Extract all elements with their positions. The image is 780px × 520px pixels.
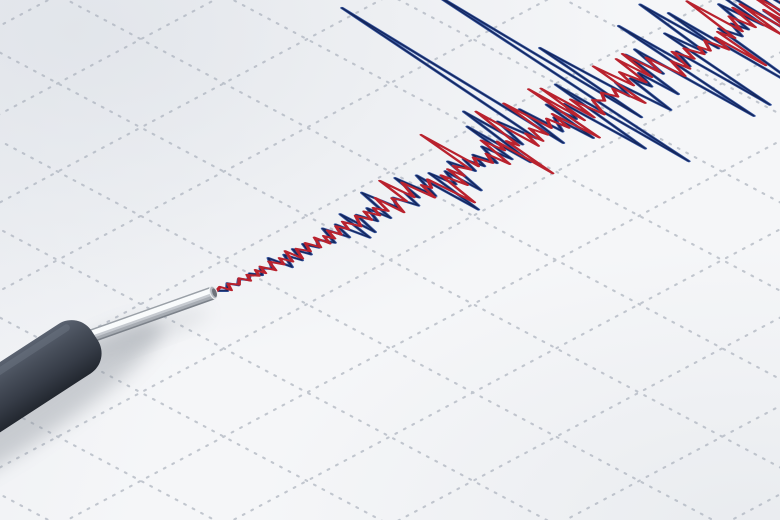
pen-handle	[0, 320, 102, 503]
pen-rod	[83, 286, 216, 345]
rod-highlight	[84, 288, 213, 338]
grid-dotted-line	[0, 248, 780, 520]
rod-body	[83, 286, 216, 345]
grid-dotted-line	[729, 493, 780, 520]
red-trace	[211, 0, 780, 296]
grid-dotted-line	[0, 110, 780, 520]
pen-tip	[208, 285, 219, 300]
grid-dotted-line	[0, 248, 780, 520]
pen-handle-highlight	[0, 324, 70, 463]
pen-tip-opening	[212, 288, 218, 297]
rod-top-edge	[83, 286, 212, 333]
grid-dotted-line	[0, 493, 51, 520]
grid-dotted-line	[0, 110, 780, 520]
pen-rod-shadow	[91, 309, 209, 355]
seismogram-trace	[211, 0, 780, 296]
grid-dotted-line	[0, 0, 780, 204]
pen-handle-body	[0, 320, 102, 503]
rod-bottom-edge	[87, 297, 216, 345]
rod-lower-shade	[86, 295, 215, 344]
grid-dotted-line	[0, 0, 780, 204]
